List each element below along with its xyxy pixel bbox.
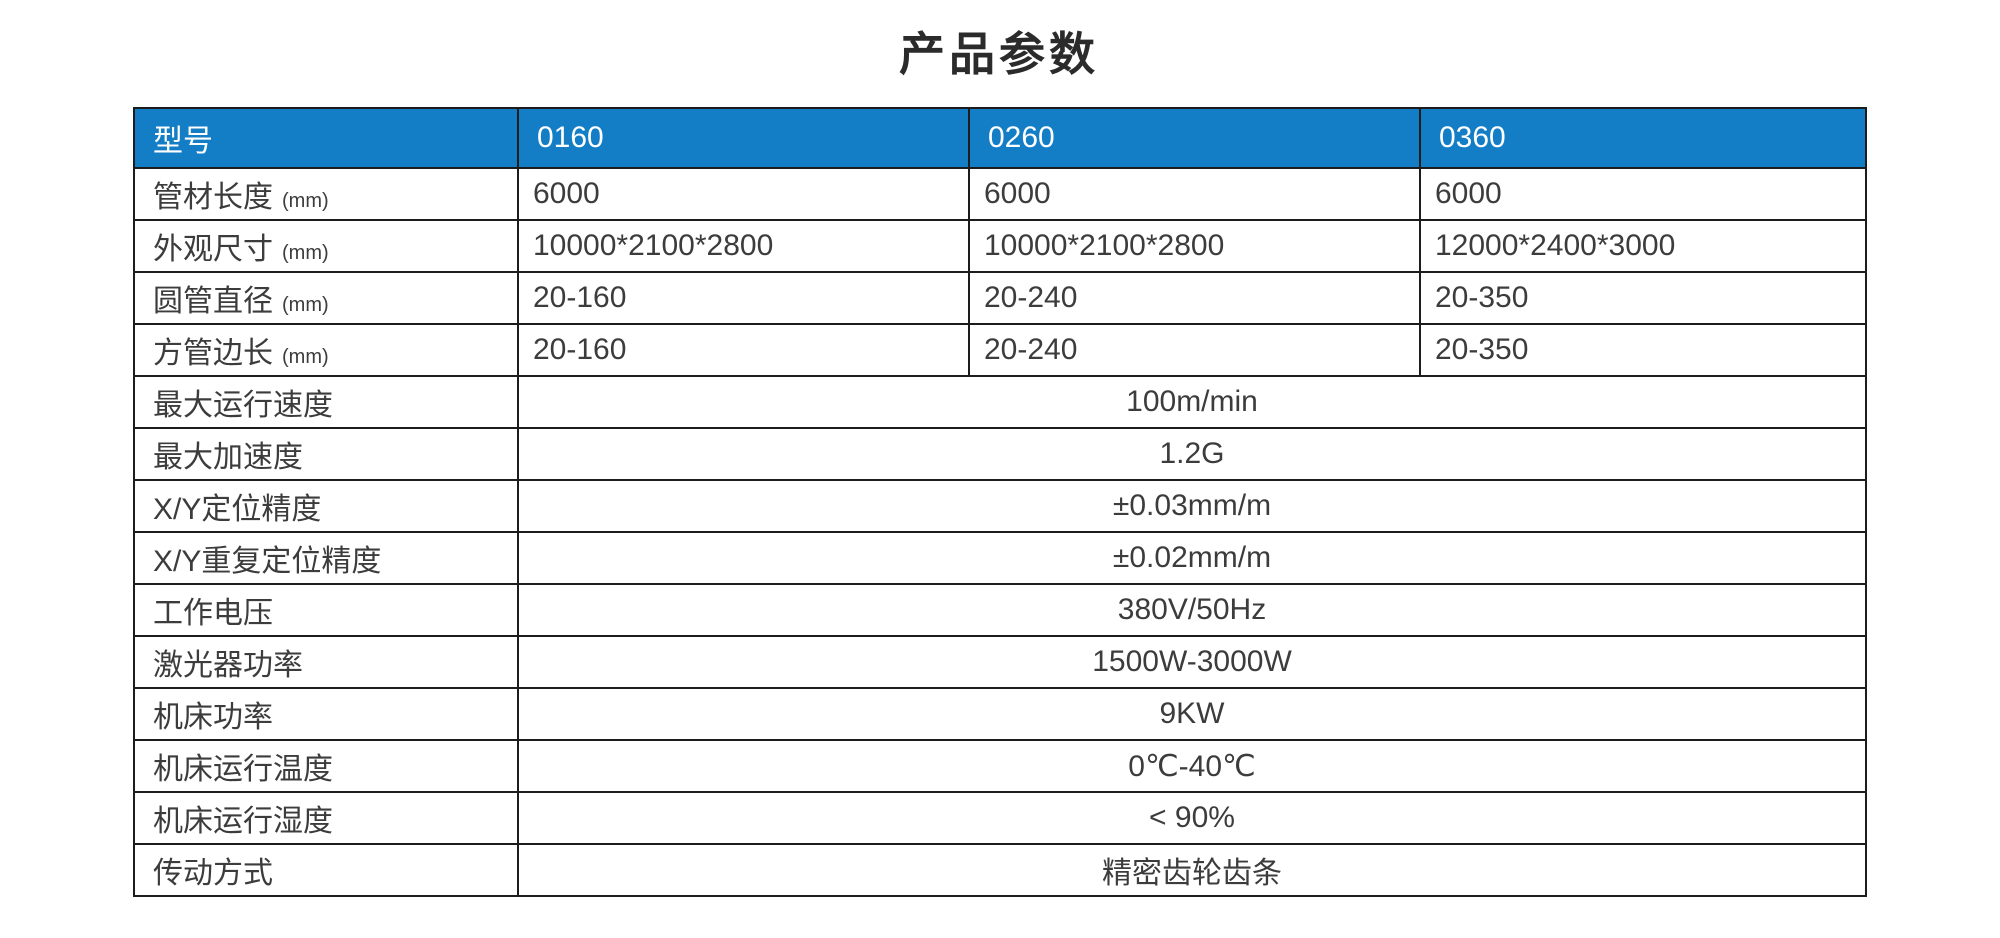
row-label-text: 外观尺寸 [153, 233, 273, 266]
cell-value: 100m/min [517, 375, 1867, 429]
cell-value: 1500W-3000W [517, 635, 1867, 689]
header-cell-model-0260: 0260 [968, 107, 1421, 169]
cell-value: 12000*2400*3000 [1419, 219, 1867, 273]
row-label-unit: (mm) [282, 346, 329, 368]
cell-value: 0℃-40℃ [517, 739, 1867, 793]
row-label-unit: (mm) [282, 294, 329, 316]
cell-value: 20-240 [968, 271, 1421, 325]
row-label: 传动方式 [133, 843, 519, 897]
table-row-transmission-type: 传动方式 精密齿轮齿条 [133, 843, 1867, 897]
table-row-operating-humidity: 机床运行湿度 < 90% [133, 791, 1867, 845]
row-label: 最大加速度 [133, 427, 519, 481]
cell-value: 20-350 [1419, 323, 1867, 377]
cell-value: 精密齿轮齿条 [517, 843, 1867, 897]
row-label: 外观尺寸 (mm) [133, 219, 519, 273]
table-row-round-tube-diameter: 圆管直径 (mm) 20-160 20-240 20-350 [133, 271, 1867, 325]
cell-value: 20-160 [517, 323, 970, 377]
cell-value: 380V/50Hz [517, 583, 1867, 637]
header-cell-model-0160: 0160 [517, 107, 970, 169]
row-label-unit: (mm) [282, 190, 329, 212]
table-row-positioning-accuracy: X/Y定位精度 ±0.03mm/m [133, 479, 1867, 533]
table-row-operating-temperature: 机床运行温度 0℃-40℃ [133, 739, 1867, 793]
cell-value: 6000 [517, 167, 970, 221]
cell-value: 20-240 [968, 323, 1421, 377]
cell-value: 10000*2100*2800 [517, 219, 970, 273]
header-cell-model-label: 型号 [133, 107, 519, 169]
table-row-working-voltage: 工作电压 380V/50Hz [133, 583, 1867, 637]
row-label-unit: (mm) [282, 242, 329, 264]
row-label: 管材长度 (mm) [133, 167, 519, 221]
row-label: X/Y定位精度 [133, 479, 519, 533]
row-label: X/Y重复定位精度 [133, 531, 519, 585]
cell-value: 1.2G [517, 427, 1867, 481]
table-row-laser-power: 激光器功率 1500W-3000W [133, 635, 1867, 689]
header-cell-model-0360: 0360 [1419, 107, 1867, 169]
table-header-row: 型号 0160 0260 0360 [133, 107, 1867, 169]
row-label-text: 圆管直径 [153, 285, 273, 318]
row-label: 机床运行温度 [133, 739, 519, 793]
table-row-repeat-positioning-accuracy: X/Y重复定位精度 ±0.02mm/m [133, 531, 1867, 585]
row-label: 激光器功率 [133, 635, 519, 689]
row-label: 机床运行湿度 [133, 791, 519, 845]
table-row-machine-power: 机床功率 9KW [133, 687, 1867, 741]
cell-value: 10000*2100*2800 [968, 219, 1421, 273]
cell-value: 20-160 [517, 271, 970, 325]
table-row-max-acceleration: 最大加速度 1.2G [133, 427, 1867, 481]
cell-value: 9KW [517, 687, 1867, 741]
table-row-tube-length: 管材长度 (mm) 6000 6000 6000 [133, 167, 1867, 221]
cell-value: 6000 [968, 167, 1421, 221]
cell-value: ±0.02mm/m [517, 531, 1867, 585]
row-label: 圆管直径 (mm) [133, 271, 519, 325]
cell-value: 20-350 [1419, 271, 1867, 325]
page-title: 产品参数 [899, 28, 1099, 80]
row-label: 机床功率 [133, 687, 519, 741]
row-label: 工作电压 [133, 583, 519, 637]
table-row-dimensions: 外观尺寸 (mm) 10000*2100*2800 10000*2100*2800… [133, 219, 1867, 273]
cell-value: ±0.03mm/m [517, 479, 1867, 533]
cell-value: < 90% [517, 791, 1867, 845]
row-label: 最大运行速度 [133, 375, 519, 429]
row-label-text: 管材长度 [153, 181, 273, 214]
product-spec-table: 型号 0160 0260 0360 管材长度 (mm) 6000 6000 600… [133, 107, 1867, 897]
row-label-text: 方管边长 [153, 337, 273, 370]
table-row-square-tube-side: 方管边长 (mm) 20-160 20-240 20-350 [133, 323, 1867, 377]
row-label: 方管边长 (mm) [133, 323, 519, 377]
table-row-max-speed: 最大运行速度 100m/min [133, 375, 1867, 429]
cell-value: 6000 [1419, 167, 1867, 221]
